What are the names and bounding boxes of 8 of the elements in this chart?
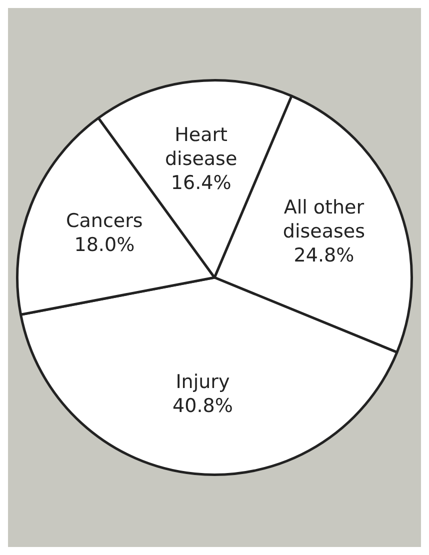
data-label: 24.8% (294, 244, 354, 266)
data-label: 40.8% (172, 395, 233, 418)
data-label: 18.0% (74, 234, 135, 256)
slice-label: Heart disease (164, 124, 238, 170)
data-label: 16.4% (170, 172, 232, 194)
slice-label: Injury (176, 371, 230, 394)
slice-label: All other diseases (282, 196, 365, 242)
slice-label: Cancers (66, 210, 143, 232)
